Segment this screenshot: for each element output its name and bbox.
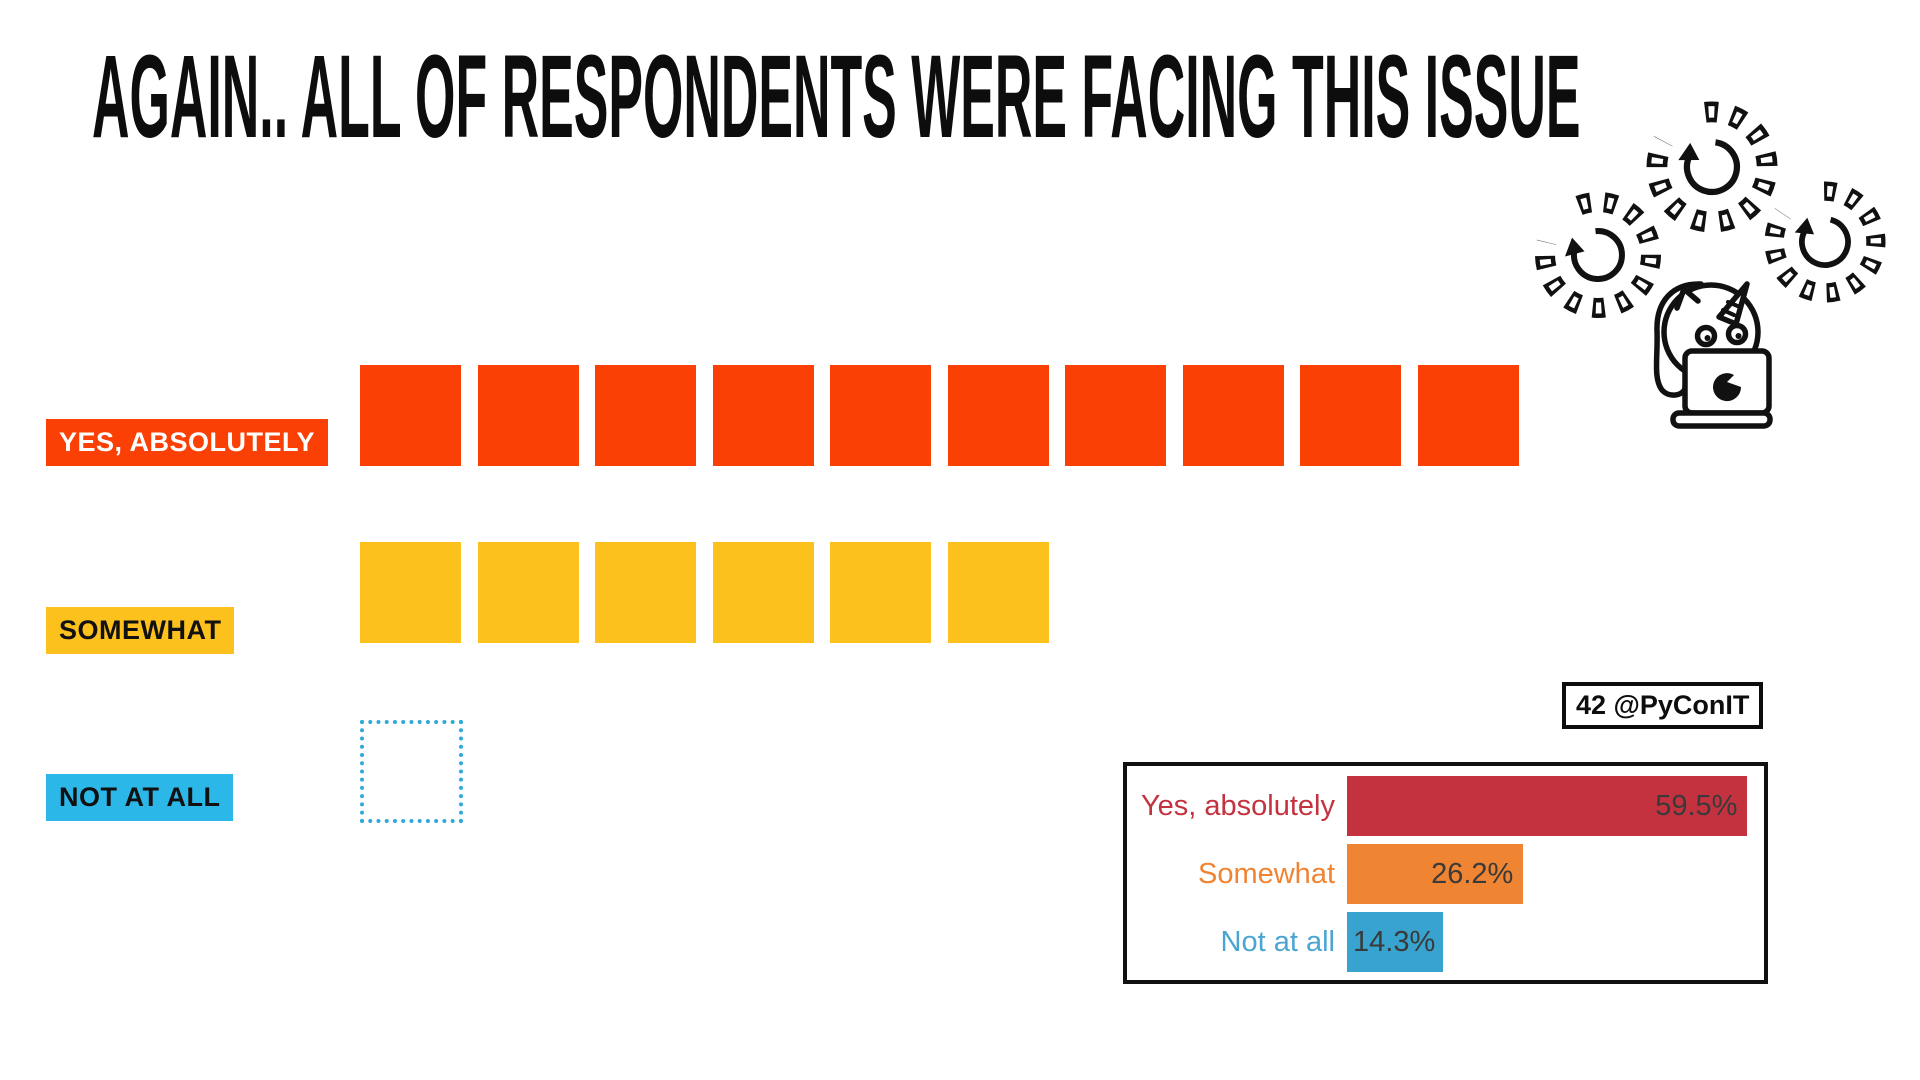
unicorn-laptop-icon: [1653, 281, 1773, 429]
waffle-square: [360, 365, 461, 466]
waffle-square: [712, 542, 814, 643]
bar-chart-row: Not at all 14.3%: [1127, 912, 1444, 972]
bar-value: 26.2%: [1431, 857, 1514, 890]
bar: 26.2%: [1347, 844, 1524, 904]
pyconit-count-badge: 42 @PyConIT: [1562, 682, 1764, 729]
waffle-square: [947, 542, 1049, 643]
waffle-square: [1182, 365, 1284, 466]
badge-text: 42 @PyConIT: [1576, 690, 1750, 720]
slide-title: AGAIN.. ALL OF RESPONDENTS WERE FACING T…: [92, 31, 1581, 163]
waffle-square: [595, 542, 696, 643]
loading-spinner-icon: [1763, 180, 1886, 303]
waffle-square: [360, 720, 463, 823]
waffle-square: [360, 542, 461, 643]
bar-category-label: Somewhat: [1197, 857, 1335, 890]
row-label-not-at-all: NOT AT ALL: [46, 774, 234, 821]
waffle-square: [477, 365, 579, 466]
waffle-square: [712, 365, 814, 466]
waffle-square: [830, 365, 931, 466]
bar: 59.5%: [1347, 776, 1748, 836]
row-label-yes-absolutely: YES, ABSOLUTELY: [46, 419, 329, 466]
waffle-square: [1417, 365, 1519, 466]
loading-spinner-icon: [1540, 197, 1656, 313]
bar: 14.3%: [1347, 912, 1444, 972]
bar-category-label: Not at all: [1220, 925, 1335, 958]
unicorn-laptop-illustration: [1535, 95, 1920, 440]
waffle-square: [1300, 365, 1401, 466]
waffle-square: [947, 365, 1049, 466]
row-label-somewhat: SOMEWHAT: [46, 607, 235, 654]
bar-value: 59.5%: [1655, 789, 1738, 822]
waffle-square: [1065, 365, 1166, 466]
bar-category-label: Yes, absolutely: [1140, 789, 1335, 822]
results-bar-chart: Yes, absolutely 59.5% Somewhat 26.2% Not at …: [1123, 762, 1768, 984]
loading-spinner-icon: [1650, 105, 1775, 230]
waffle-square: [830, 542, 931, 643]
bar-chart-row: Yes, absolutely 59.5%: [1127, 776, 1748, 836]
bar-chart-row: Somewhat 26.2%: [1127, 844, 1524, 904]
waffle-square: [595, 365, 696, 466]
bar-value: 14.3%: [1353, 925, 1436, 958]
waffle-square: [477, 542, 579, 643]
